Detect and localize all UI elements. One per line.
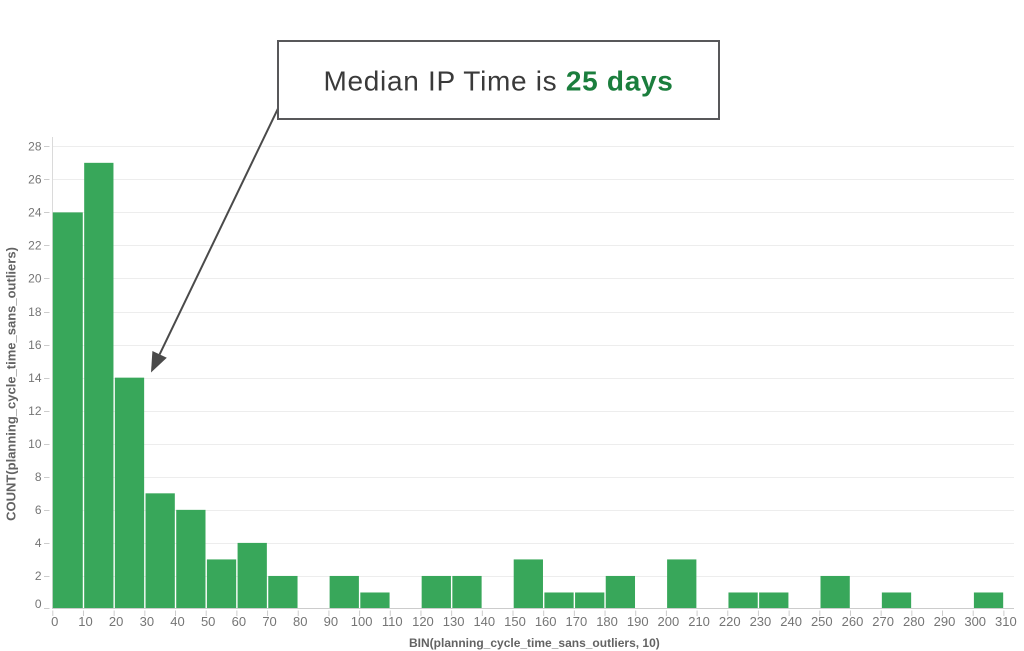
svg-text:0: 0 — [35, 597, 42, 611]
svg-text:2: 2 — [35, 569, 42, 583]
svg-text:10: 10 — [28, 437, 42, 451]
svg-text:30: 30 — [140, 614, 154, 629]
svg-text:150: 150 — [504, 614, 526, 629]
svg-text:10: 10 — [78, 614, 92, 629]
svg-text:40: 40 — [170, 614, 184, 629]
svg-text:16: 16 — [28, 338, 42, 352]
svg-text:130: 130 — [443, 614, 465, 629]
svg-text:210: 210 — [688, 614, 710, 629]
svg-text:24: 24 — [28, 206, 42, 220]
svg-text:70: 70 — [262, 614, 276, 629]
svg-text:140: 140 — [473, 614, 495, 629]
svg-text:80: 80 — [293, 614, 307, 629]
svg-text:230: 230 — [750, 614, 772, 629]
svg-text:310: 310 — [995, 614, 1017, 629]
svg-text:0: 0 — [51, 614, 58, 629]
svg-text:6: 6 — [35, 503, 42, 517]
svg-text:14: 14 — [28, 371, 42, 385]
svg-text:18: 18 — [28, 305, 42, 319]
svg-text:4: 4 — [35, 536, 42, 550]
svg-text:280: 280 — [903, 614, 925, 629]
svg-text:8: 8 — [35, 470, 42, 484]
svg-text:200: 200 — [658, 614, 680, 629]
svg-text:110: 110 — [382, 614, 403, 629]
svg-text:160: 160 — [535, 614, 557, 629]
svg-text:250: 250 — [811, 614, 833, 629]
svg-text:12: 12 — [28, 404, 42, 418]
svg-text:170: 170 — [566, 614, 588, 629]
svg-text:60: 60 — [232, 614, 246, 629]
svg-text:50: 50 — [201, 614, 215, 629]
svg-text:300: 300 — [964, 614, 986, 629]
svg-text:190: 190 — [627, 614, 649, 629]
svg-text:180: 180 — [596, 614, 618, 629]
svg-text:220: 220 — [719, 614, 741, 629]
svg-text:100: 100 — [351, 614, 373, 629]
svg-text:26: 26 — [28, 173, 42, 187]
svg-text:260: 260 — [842, 614, 864, 629]
svg-text:240: 240 — [780, 614, 802, 629]
svg-text:20: 20 — [109, 614, 123, 629]
svg-text:BIN(planning_cycle_time_sans_o: BIN(planning_cycle_time_sans_outliers, 1… — [409, 636, 660, 650]
svg-text:22: 22 — [28, 239, 42, 253]
svg-text:270: 270 — [872, 614, 894, 629]
svg-text:28: 28 — [28, 140, 42, 154]
svg-text:120: 120 — [412, 614, 434, 629]
svg-text:COUNT(planning_cycle_time_sans: COUNT(planning_cycle_time_sans_outliers) — [4, 247, 19, 521]
svg-text:90: 90 — [324, 614, 338, 629]
svg-text:20: 20 — [28, 272, 42, 286]
svg-text:290: 290 — [934, 614, 956, 629]
svg-text:Median IP Time is 25 days: Median IP Time is 25 days — [323, 66, 673, 97]
